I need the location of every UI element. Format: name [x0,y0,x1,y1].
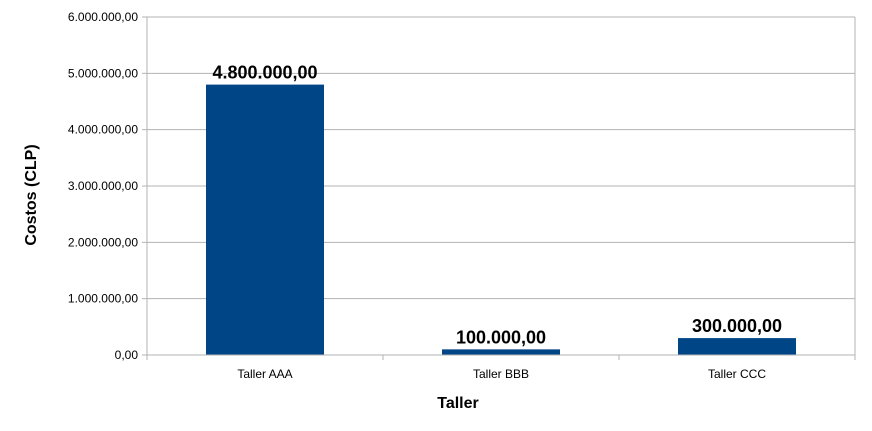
y-tick-label: 4.000.000,00 [68,123,138,137]
x-category-label: Taller CCC [708,367,766,381]
data-labels: 4.800.000,00 100.000,00 300.000,00 [212,63,782,348]
bar-taller-aaa [206,84,324,355]
bars [206,84,796,355]
bar-taller-bbb [442,349,560,355]
axes [142,16,856,360]
data-label: 100.000,00 [456,327,546,347]
y-tick-label: 5.000.000,00 [68,66,138,80]
y-tick-label: 2.000.000,00 [68,235,138,249]
y-axis-title: Costos (CLP) [23,144,40,245]
y-tick-label: 6.000.000,00 [68,10,138,24]
data-label: 4.800.000,00 [212,63,317,83]
data-label: 300.000,00 [692,316,782,336]
bar-taller-ccc [678,338,796,355]
y-tick-labels: 0,00 1.000.000,00 2.000.000,00 3.000.000,00… [68,10,138,362]
x-category-label: Taller AAA [237,367,292,381]
x-category-labels: Taller AAA Taller BBB Taller CCC [237,367,766,381]
x-axis-title: Taller [437,395,479,412]
y-tick-label: 1.000.000,00 [68,292,138,306]
y-tick-label: 3.000.000,00 [68,179,138,193]
y-tick-label: 0,00 [115,348,139,362]
x-category-label: Taller BBB [473,367,529,381]
